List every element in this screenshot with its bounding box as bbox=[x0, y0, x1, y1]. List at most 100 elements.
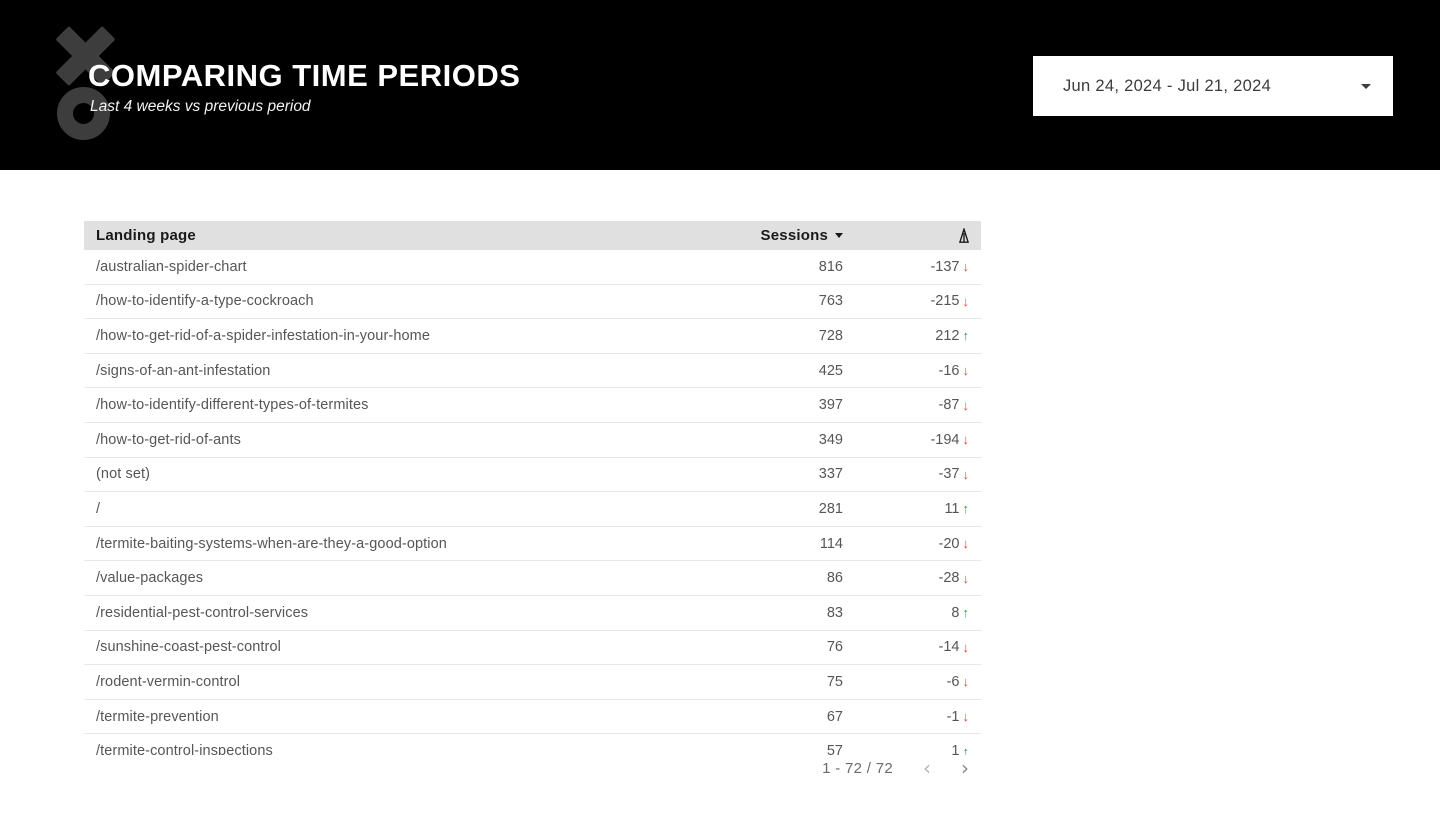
landing-page-cell: (not set) bbox=[96, 466, 151, 483]
delta-arrow-icon: ↑ bbox=[962, 328, 970, 344]
delta-cell: -20 ↓ bbox=[843, 536, 969, 552]
table-row: /how-to-identify-a-type-cockroach 763 -2… bbox=[84, 284, 981, 320]
logo-o-icon bbox=[57, 87, 110, 140]
delta-value: 11 bbox=[944, 500, 960, 517]
delta-arrow-icon: ↓ bbox=[962, 709, 970, 725]
landing-page-cell: /termite-prevention bbox=[96, 708, 219, 725]
delta-value: 212 bbox=[935, 327, 960, 344]
delta-arrow-icon: ↓ bbox=[962, 363, 970, 379]
sessions-cell: 397 bbox=[818, 397, 843, 414]
landing-page-cell: /rodent-vermin-control bbox=[96, 673, 241, 690]
landing-page-cell: /australian-spider-chart bbox=[96, 258, 247, 275]
sort-caret-icon bbox=[835, 233, 843, 238]
delta-arrow-icon: ↓ bbox=[962, 639, 970, 655]
delta-arrow-icon: ↓ bbox=[962, 259, 970, 275]
delta-value: -194 bbox=[930, 431, 960, 448]
sessions-cell: 86 bbox=[826, 570, 843, 587]
delta-icon bbox=[959, 227, 969, 243]
landing-page-cell: /termite-baiting-systems-when-are-they-a… bbox=[96, 535, 447, 552]
delta-value: -14 bbox=[938, 639, 960, 656]
table-row: /how-to-get-rid-of-a-spider-infestation-… bbox=[84, 319, 981, 354]
table-row: /rodent-vermin-control 75 -6 ↓ bbox=[84, 665, 981, 700]
delta-arrow-icon: ↑ bbox=[962, 605, 970, 621]
sessions-cell: 75 bbox=[826, 673, 843, 690]
delta-cell: -37 ↓ bbox=[843, 466, 969, 482]
sessions-cell: 816 bbox=[818, 258, 843, 275]
delta-value: -16 bbox=[938, 362, 960, 379]
table-row: /residential-pest-control-services 83 8 … bbox=[84, 595, 981, 631]
date-range-label: Jun 24, 2024 - Jul 21, 2024 bbox=[1063, 76, 1272, 95]
delta-value: -20 bbox=[938, 535, 960, 552]
sessions-cell: 67 bbox=[826, 708, 843, 725]
column-header-delta[interactable] bbox=[843, 227, 969, 244]
table-row: (not set) 337 -37 ↓ bbox=[84, 457, 981, 493]
landing-page-cell: /termite-control-inspections bbox=[96, 743, 273, 755]
pagination-next-button[interactable]: › bbox=[961, 756, 969, 780]
delta-arrow-icon: ↓ bbox=[962, 397, 970, 413]
landing-page-cell: /value-packages bbox=[96, 570, 204, 587]
delta-cell: -194 ↓ bbox=[843, 432, 969, 448]
delta-cell: -16 ↓ bbox=[843, 363, 969, 379]
sessions-cell: 728 bbox=[818, 327, 843, 344]
table-header-row: Landing page Sessions bbox=[84, 221, 981, 250]
delta-arrow-icon: ↓ bbox=[962, 570, 970, 586]
delta-cell: 1 ↑ bbox=[843, 743, 969, 755]
sessions-cell: 281 bbox=[818, 500, 843, 517]
table-row: /sunshine-coast-pest-control 76 -14 ↓ bbox=[84, 630, 981, 666]
delta-cell: 11 ↑ bbox=[843, 501, 969, 517]
sessions-cell: 83 bbox=[826, 604, 843, 621]
delta-cell: -28 ↓ bbox=[843, 570, 969, 586]
sessions-cell: 425 bbox=[818, 362, 843, 379]
sessions-cell: 337 bbox=[818, 466, 843, 483]
landing-page-cell: /how-to-get-rid-of-ants bbox=[96, 431, 241, 448]
caret-down-icon bbox=[1361, 83, 1371, 89]
table-row: /australian-spider-chart 816 -137 ↓ bbox=[84, 250, 981, 285]
column-header-sessions-label: Sessions bbox=[760, 227, 828, 244]
delta-value: 1 bbox=[951, 743, 960, 755]
header-band: COMPARING TIME PERIODS Last 4 weeks vs p… bbox=[0, 0, 1440, 170]
table-body: /australian-spider-chart 816 -137 ↓ /how… bbox=[84, 250, 981, 755]
table-row: /how-to-get-rid-of-ants 349 -194 ↓ bbox=[84, 422, 981, 458]
landing-page-table: Landing page Sessions /australian-spider… bbox=[84, 221, 981, 755]
table-row: /termite-baiting-systems-when-are-they-a… bbox=[84, 526, 981, 562]
sessions-cell: 114 bbox=[819, 535, 843, 552]
landing-page-cell: /how-to-identify-different-types-of-term… bbox=[96, 397, 369, 414]
pagination-range: 1 - 72 / 72 bbox=[822, 759, 893, 777]
delta-arrow-icon: ↓ bbox=[962, 466, 970, 482]
table-row: /how-to-identify-different-types-of-term… bbox=[84, 388, 981, 423]
delta-cell: -215 ↓ bbox=[843, 293, 969, 309]
sessions-cell: 763 bbox=[818, 293, 843, 310]
delta-arrow-icon: ↑ bbox=[962, 501, 970, 517]
delta-arrow-icon: ↓ bbox=[962, 293, 970, 309]
pagination-prev-button[interactable]: ‹ bbox=[923, 756, 931, 780]
table-row: /termite-prevention 67 -1 ↓ bbox=[84, 699, 981, 735]
delta-arrow-icon: ↓ bbox=[962, 674, 970, 690]
delta-arrow-icon: ↑ bbox=[962, 743, 970, 755]
pagination: 1 - 72 / 72 ‹ › bbox=[84, 758, 981, 778]
delta-cell: -14 ↓ bbox=[843, 639, 969, 655]
delta-value: -28 bbox=[938, 570, 960, 587]
landing-page-cell: /sunshine-coast-pest-control bbox=[96, 639, 281, 656]
table-row: /signs-of-an-ant-infestation 425 -16 ↓ bbox=[84, 353, 981, 389]
delta-value: -215 bbox=[930, 293, 960, 310]
delta-cell: -1 ↓ bbox=[843, 709, 969, 725]
delta-value: -137 bbox=[930, 258, 960, 275]
delta-value: -37 bbox=[938, 466, 960, 483]
table-row: /value-packages 86 -28 ↓ bbox=[84, 561, 981, 596]
delta-value: -1 bbox=[946, 708, 960, 725]
delta-value: -87 bbox=[938, 397, 960, 414]
landing-page-cell: /how-to-identify-a-type-cockroach bbox=[96, 293, 314, 310]
landing-page-cell: /how-to-get-rid-of-a-spider-infestation-… bbox=[96, 327, 430, 344]
page-subtitle: Last 4 weeks vs previous period bbox=[90, 98, 311, 115]
sessions-cell: 76 bbox=[826, 639, 843, 656]
delta-value: 8 bbox=[951, 604, 960, 621]
sessions-cell: 349 bbox=[818, 431, 843, 448]
delta-cell: -6 ↓ bbox=[843, 674, 969, 690]
column-header-landing-page[interactable]: Landing page bbox=[96, 227, 196, 244]
delta-cell: -137 ↓ bbox=[843, 259, 969, 275]
date-range-selector[interactable]: Jun 24, 2024 - Jul 21, 2024 bbox=[1033, 56, 1393, 116]
page-title: COMPARING TIME PERIODS bbox=[88, 58, 521, 93]
delta-arrow-icon: ↓ bbox=[962, 432, 970, 448]
landing-page-cell: / bbox=[96, 500, 101, 517]
column-header-sessions[interactable]: Sessions bbox=[723, 227, 843, 244]
